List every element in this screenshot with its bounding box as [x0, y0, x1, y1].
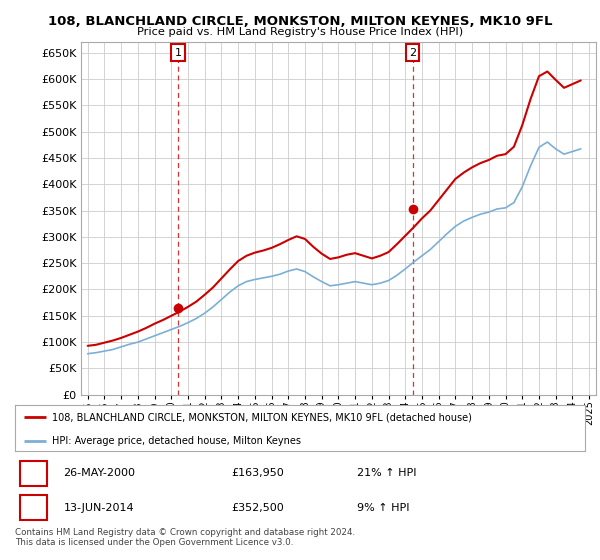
FancyBboxPatch shape — [20, 461, 47, 486]
Text: Contains HM Land Registry data © Crown copyright and database right 2024.
This d: Contains HM Land Registry data © Crown c… — [15, 528, 355, 547]
Text: 13-JUN-2014: 13-JUN-2014 — [64, 503, 134, 513]
Text: 108, BLANCHLAND CIRCLE, MONKSTON, MILTON KEYNES, MK10 9FL (detached house): 108, BLANCHLAND CIRCLE, MONKSTON, MILTON… — [52, 412, 472, 422]
Text: £352,500: £352,500 — [232, 503, 284, 513]
Text: 21% ↑ HPI: 21% ↑ HPI — [357, 468, 416, 478]
Text: 9% ↑ HPI: 9% ↑ HPI — [357, 503, 409, 513]
Text: 2: 2 — [409, 48, 416, 58]
Text: £163,950: £163,950 — [232, 468, 284, 478]
Text: HPI: Average price, detached house, Milton Keynes: HPI: Average price, detached house, Milt… — [52, 436, 301, 446]
Text: 1: 1 — [175, 48, 181, 58]
Text: Price paid vs. HM Land Registry's House Price Index (HPI): Price paid vs. HM Land Registry's House … — [137, 27, 463, 37]
Text: 26-MAY-2000: 26-MAY-2000 — [64, 468, 136, 478]
Text: 1: 1 — [30, 468, 37, 478]
Text: 108, BLANCHLAND CIRCLE, MONKSTON, MILTON KEYNES, MK10 9FL: 108, BLANCHLAND CIRCLE, MONKSTON, MILTON… — [48, 15, 552, 27]
Text: 2: 2 — [29, 503, 37, 513]
FancyBboxPatch shape — [20, 495, 47, 520]
